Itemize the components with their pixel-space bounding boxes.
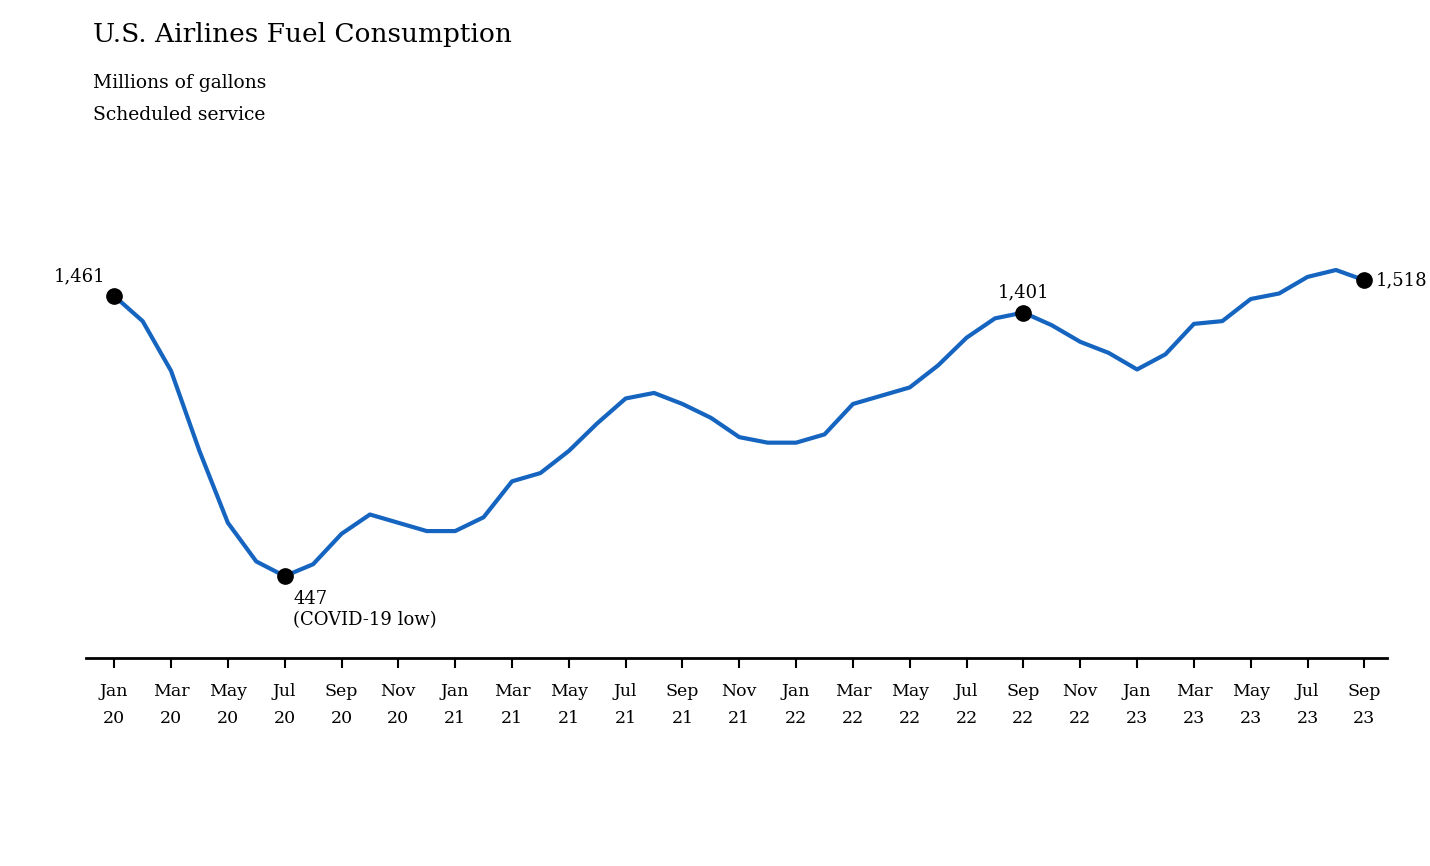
Text: 21: 21 [500,710,523,727]
Text: 21: 21 [615,710,636,727]
Text: 20: 20 [388,710,409,727]
Text: Mar: Mar [835,683,871,700]
Text: 23: 23 [1353,710,1376,727]
Text: Sep: Sep [1007,683,1040,700]
Text: 21: 21 [558,710,581,727]
Text: 20: 20 [160,710,182,727]
Text: 23: 23 [1125,710,1148,727]
Text: 23: 23 [1240,710,1261,727]
Text: Jan: Jan [440,683,469,700]
Text: Mar: Mar [493,683,531,700]
Text: Nov: Nov [380,683,416,700]
Text: Jan: Jan [100,683,129,700]
Text: 1,401: 1,401 [998,283,1050,301]
Text: Mar: Mar [153,683,189,700]
Text: 20: 20 [330,710,353,727]
Text: 23: 23 [1183,710,1205,727]
Text: 1,518: 1,518 [1376,271,1427,289]
Text: Jul: Jul [273,683,296,700]
Text: U.S. Airlines Fuel Consumption: U.S. Airlines Fuel Consumption [93,22,512,47]
Text: May: May [209,683,247,700]
Text: Sep: Sep [1347,683,1381,700]
Text: Scheduled service: Scheduled service [93,106,266,124]
Text: 23: 23 [1297,710,1318,727]
Text: 22: 22 [1012,710,1034,727]
Text: May: May [549,683,588,700]
Text: Jul: Jul [613,683,638,700]
Text: 20: 20 [273,710,296,727]
Text: Jan: Jan [782,683,811,700]
Text: Millions of gallons: Millions of gallons [93,74,266,92]
Text: 21: 21 [672,710,694,727]
Text: Jan: Jan [1123,683,1151,700]
Text: 21: 21 [728,710,751,727]
Text: Sep: Sep [666,683,699,700]
Text: 21: 21 [445,710,466,727]
Text: 1,461: 1,461 [54,267,106,285]
Text: May: May [1231,683,1270,700]
Text: 22: 22 [842,710,864,727]
Text: Jul: Jul [1296,683,1320,700]
Text: Jul: Jul [955,683,978,700]
Text: 22: 22 [898,710,921,727]
Text: 20: 20 [217,710,239,727]
Text: 447
(COVID-19 low): 447 (COVID-19 low) [293,590,436,629]
Text: 20: 20 [103,710,126,727]
Text: Nov: Nov [1062,683,1098,700]
Text: Nov: Nov [722,683,756,700]
Text: Mar: Mar [1175,683,1213,700]
Text: May: May [891,683,930,700]
Text: 22: 22 [785,710,808,727]
Text: 22: 22 [1070,710,1091,727]
Text: 22: 22 [955,710,978,727]
Text: Sep: Sep [325,683,358,700]
